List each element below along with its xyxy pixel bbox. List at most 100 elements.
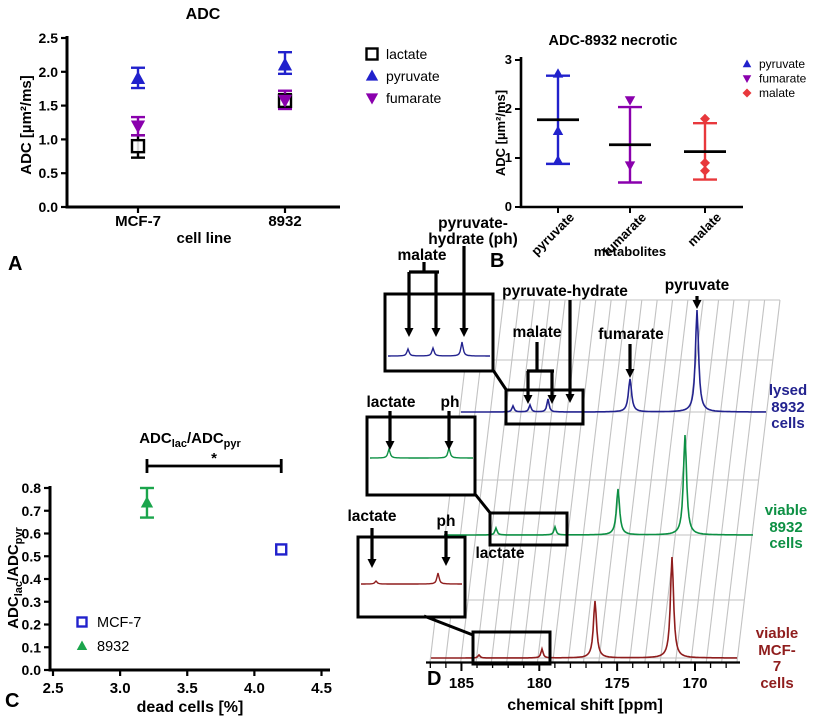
marker-diamond xyxy=(700,113,710,124)
panel-a-title: ADC xyxy=(186,6,221,23)
arrow-head xyxy=(547,395,557,404)
marker-triangle-up xyxy=(552,125,564,136)
spectrum-row-label: viable 8932 cells xyxy=(764,502,808,552)
annotation-ph-inset: pyruvate- hydrate (ph) xyxy=(428,215,518,249)
marker-triangle-down xyxy=(365,93,379,105)
annotation-ph-green: ph xyxy=(440,394,460,411)
arrow-head xyxy=(459,328,469,337)
panel-c-ytick-label: 0.7 xyxy=(22,503,42,519)
panel-b-ytick-label: 0 xyxy=(505,199,512,214)
panel-c-xtick-label: 4.5 xyxy=(311,680,332,697)
arrow-head xyxy=(441,557,451,566)
annotation-ph-main: pyruvate-hydrate xyxy=(502,283,628,300)
panel-a-xlabel: cell line xyxy=(176,230,231,247)
nmr-spectrum xyxy=(431,556,737,659)
nmr-spectrum xyxy=(444,434,753,536)
marker-triangle-up xyxy=(552,68,564,78)
panel-b-title: ADC-8932 necrotic xyxy=(549,33,678,49)
inset-spectrum-lysed xyxy=(388,341,490,357)
panel-c-ytick-label: 0.3 xyxy=(22,594,42,610)
panel-c-ytick-label: 0.5 xyxy=(22,548,42,564)
arrow-head xyxy=(565,394,575,403)
zoom-inset-box xyxy=(356,535,467,619)
panel-b-ytick-label: 2 xyxy=(505,101,512,116)
panel-a-ytick-label: 2.5 xyxy=(39,30,59,46)
panel-c-xtick-label: 3.0 xyxy=(110,680,131,697)
panel-a-letter: A xyxy=(8,253,23,275)
marker-triangle-down xyxy=(742,75,752,83)
marker-triangle-up xyxy=(76,640,88,650)
panel-a-ytick-label: 1.0 xyxy=(39,131,59,147)
zoom-inset-box xyxy=(383,292,495,373)
spectrum-zoom-rect xyxy=(471,630,552,666)
panel-c-ytick-label: 0.0 xyxy=(22,662,42,678)
marker-triangle-down xyxy=(130,120,146,134)
panel-c-xtick-label: 2.5 xyxy=(43,680,64,697)
panel-a-legend-label: fumarate xyxy=(386,90,441,106)
panel-b-ytick-label: 1 xyxy=(505,150,512,165)
marker-square-open xyxy=(365,47,379,61)
marker-triangle-up xyxy=(140,496,154,508)
panel-a-category-label: 8932 xyxy=(268,213,301,230)
panel-d-xlabel: chemical shift [ppm] xyxy=(507,697,663,714)
panel-b-axes xyxy=(519,57,743,209)
panel-c-title: ADClac/ADCpyr xyxy=(139,430,241,450)
marker-diamond xyxy=(742,88,752,98)
panel-c-xlabel: dead cells [%] xyxy=(137,699,244,716)
marker-diamond xyxy=(700,165,710,176)
panel-c-ytick-label: 0.2 xyxy=(22,617,42,633)
panel-b-xlabel: metabolites xyxy=(594,244,666,259)
zoom-inset-box xyxy=(365,415,477,497)
annotation-pyruvate-main: pyruvate xyxy=(664,277,730,294)
panel-c-ytick-label: 0.8 xyxy=(22,480,42,496)
annotation-lactate-red: lactate xyxy=(347,508,397,525)
panel-c-legend-label: MCF-7 xyxy=(97,615,141,631)
marker-triangle-down xyxy=(277,94,293,108)
marker-triangle-up xyxy=(277,57,293,71)
panel-d-letter: D xyxy=(427,668,442,690)
arrow-head xyxy=(523,395,533,404)
arrow-head xyxy=(692,300,702,309)
marker-triangle-up xyxy=(365,69,379,81)
panel-a-legend-label: pyruvate xyxy=(386,68,440,84)
panel-a-category-label: MCF-7 xyxy=(115,213,161,230)
nmr-spectrum xyxy=(461,309,766,413)
arrow-head xyxy=(385,441,395,450)
arrow-head xyxy=(444,441,454,450)
panel-b-ylabel: ADC [µm²/ms] xyxy=(493,90,508,176)
marker-square-open xyxy=(275,543,288,556)
significance-asterisk: * xyxy=(211,450,217,467)
spectrum-zoom-rect xyxy=(504,388,585,426)
annotation-lactate-green: lactate xyxy=(366,394,416,411)
marker-triangle-up xyxy=(552,154,564,165)
panel-c-xtick-label: 3.5 xyxy=(177,680,198,697)
panel-b-category-label: malate xyxy=(684,210,724,250)
panel-c-axes xyxy=(48,486,330,672)
annotation-malate-inset: malate xyxy=(397,247,447,264)
inset-spectrum-mcf7 xyxy=(361,572,462,585)
arrow-head xyxy=(367,559,377,568)
annotation-lactate-mid: lactate xyxy=(475,545,525,562)
marker-triangle-up xyxy=(742,59,752,68)
marker-triangle-down xyxy=(624,96,636,106)
panel-a-ytick-label: 2.0 xyxy=(39,64,59,80)
marker-diamond xyxy=(700,157,710,168)
panel-c-letter: C xyxy=(5,690,20,712)
spectrum-row-label: viable MCF-7 cells xyxy=(755,625,799,692)
panel-c-ytick-label: 0.6 xyxy=(22,526,42,542)
panel-b-legend-label: malate xyxy=(759,86,795,100)
panel-a-axes xyxy=(65,36,340,209)
marker-triangle-down xyxy=(624,161,636,171)
marker-square-open xyxy=(76,616,88,628)
panel-c-xtick-label: 4.0 xyxy=(244,680,265,697)
spectrum-row-label: lysed 8932 cells xyxy=(768,382,808,432)
panel-c-ytick-label: 0.4 xyxy=(22,571,42,587)
panel-a-ylabel: ADC [µm²/ms] xyxy=(18,75,35,174)
inset-spectrum-viable8932 xyxy=(370,445,473,459)
panel-b-category-label: pyruvate xyxy=(528,210,577,259)
panel-a-legend-label: lactate xyxy=(386,46,427,62)
panel-a-ytick-label: 1.5 xyxy=(39,98,59,114)
panel-d-xtick-label: 175 xyxy=(605,675,630,692)
